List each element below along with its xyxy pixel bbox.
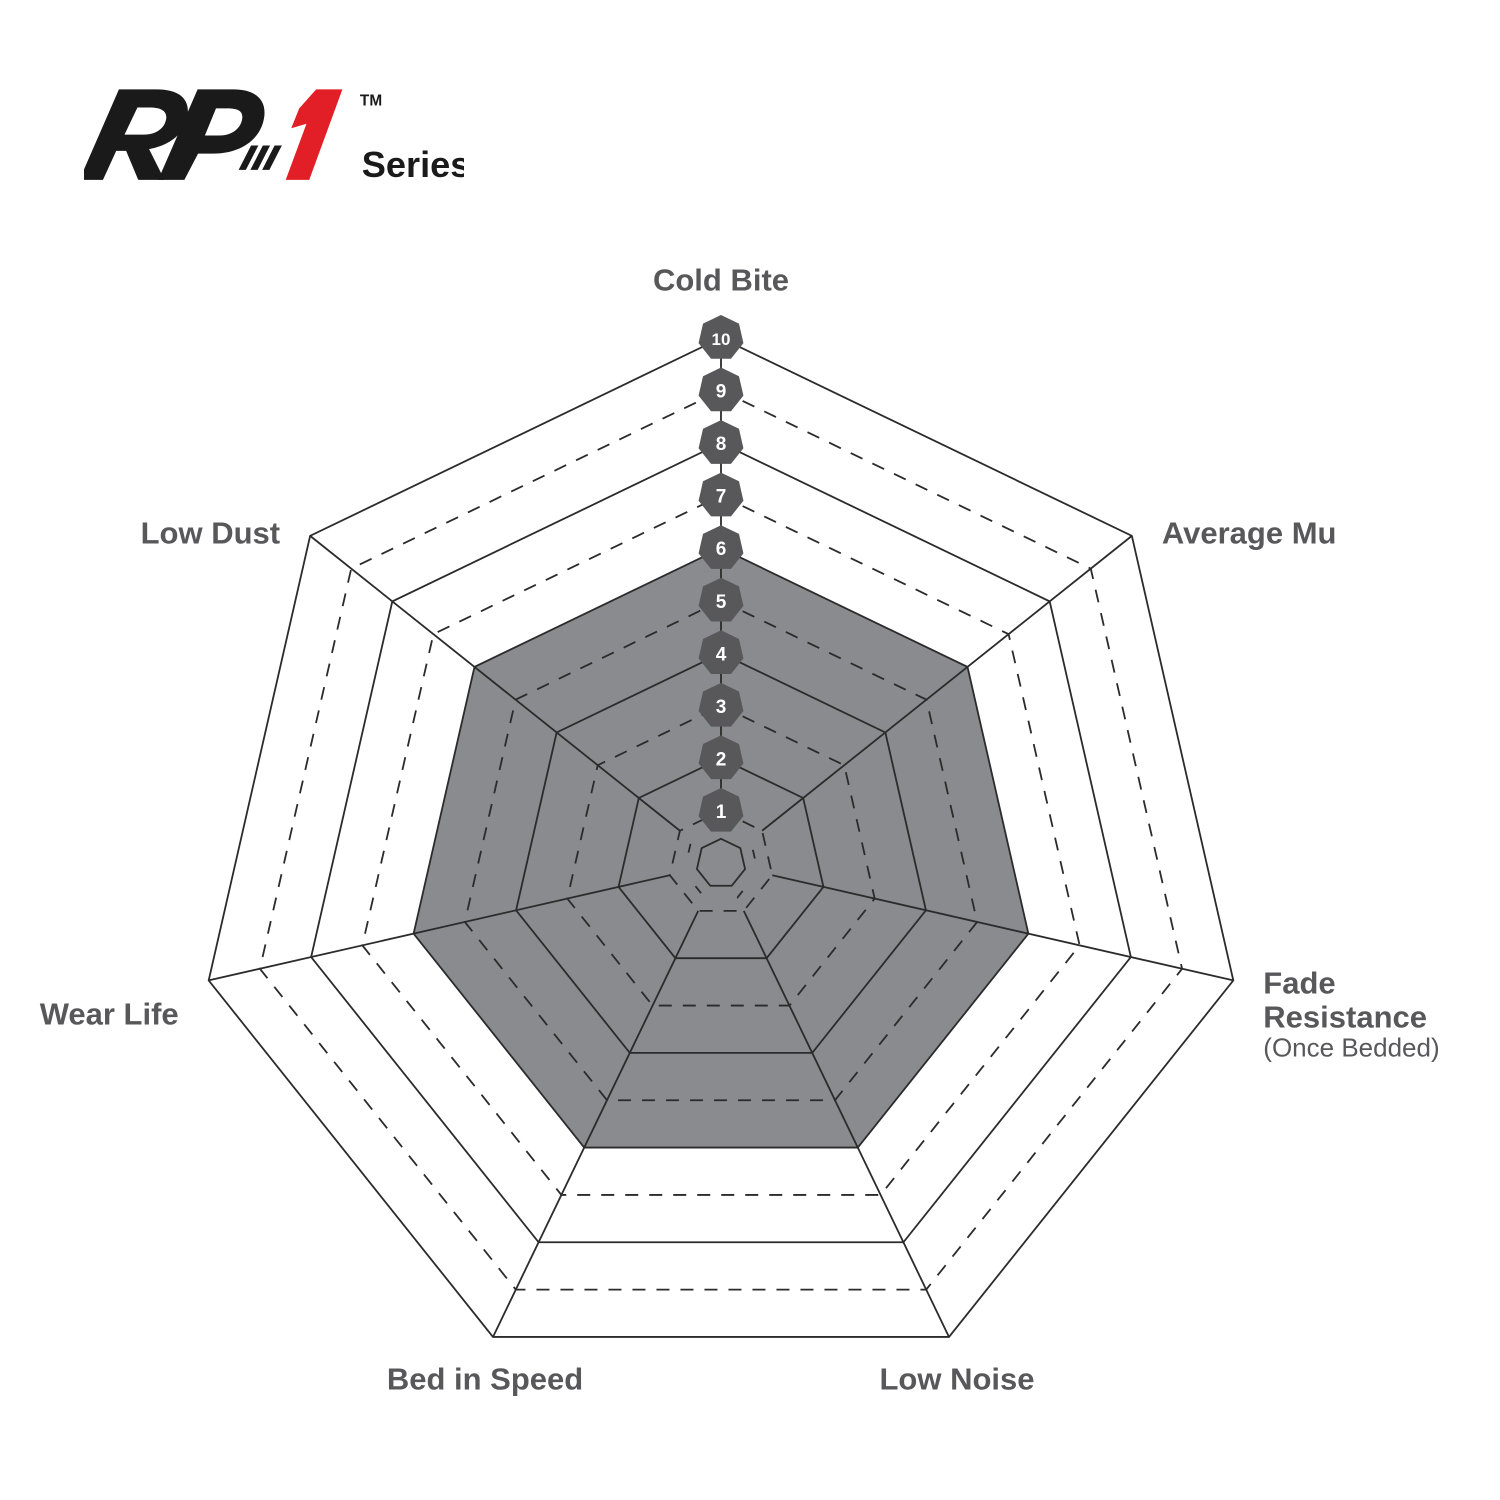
svg-text:2: 2 [716, 749, 727, 770]
svg-text:3: 3 [716, 697, 727, 718]
svg-text:1: 1 [716, 802, 727, 823]
svg-text:10: 10 [712, 330, 731, 349]
svg-text:4: 4 [716, 644, 727, 665]
svg-text:8: 8 [716, 434, 727, 455]
svg-text:7: 7 [716, 487, 727, 508]
svg-text:6: 6 [716, 539, 727, 560]
svg-text:5: 5 [716, 592, 727, 613]
svg-text:9: 9 [716, 382, 727, 403]
